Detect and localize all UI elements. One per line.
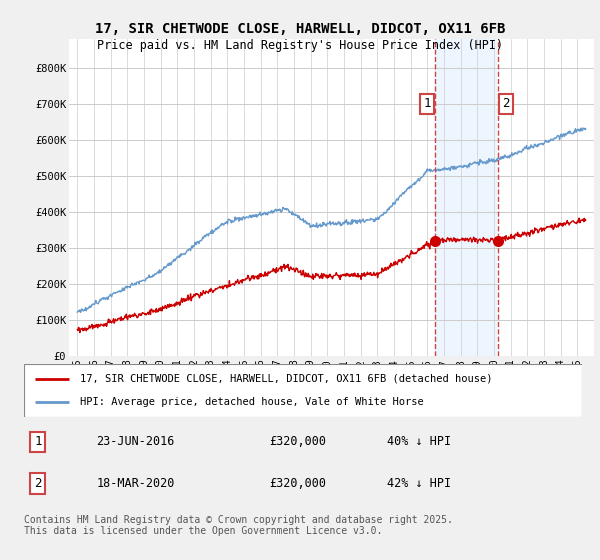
Text: £320,000: £320,000 xyxy=(269,477,326,490)
Text: £320,000: £320,000 xyxy=(269,435,326,449)
FancyBboxPatch shape xyxy=(24,364,582,417)
Text: HPI: Average price, detached house, Vale of White Horse: HPI: Average price, detached house, Vale… xyxy=(80,397,424,407)
Text: 18-MAR-2020: 18-MAR-2020 xyxy=(97,477,175,490)
Text: 2: 2 xyxy=(502,97,509,110)
Text: 17, SIR CHETWODE CLOSE, HARWELL, DIDCOT, OX11 6FB (detached house): 17, SIR CHETWODE CLOSE, HARWELL, DIDCOT,… xyxy=(80,374,493,384)
Text: Price paid vs. HM Land Registry's House Price Index (HPI): Price paid vs. HM Land Registry's House … xyxy=(97,39,503,52)
Text: 1: 1 xyxy=(423,97,431,110)
Text: 2: 2 xyxy=(34,477,42,490)
Text: 23-JUN-2016: 23-JUN-2016 xyxy=(97,435,175,449)
Text: 1: 1 xyxy=(34,435,42,449)
Text: 42% ↓ HPI: 42% ↓ HPI xyxy=(387,477,451,490)
Text: 17, SIR CHETWODE CLOSE, HARWELL, DIDCOT, OX11 6FB: 17, SIR CHETWODE CLOSE, HARWELL, DIDCOT,… xyxy=(95,22,505,36)
Text: Contains HM Land Registry data © Crown copyright and database right 2025.
This d: Contains HM Land Registry data © Crown c… xyxy=(24,515,453,536)
Bar xyxy=(435,39,497,356)
Text: 40% ↓ HPI: 40% ↓ HPI xyxy=(387,435,451,449)
